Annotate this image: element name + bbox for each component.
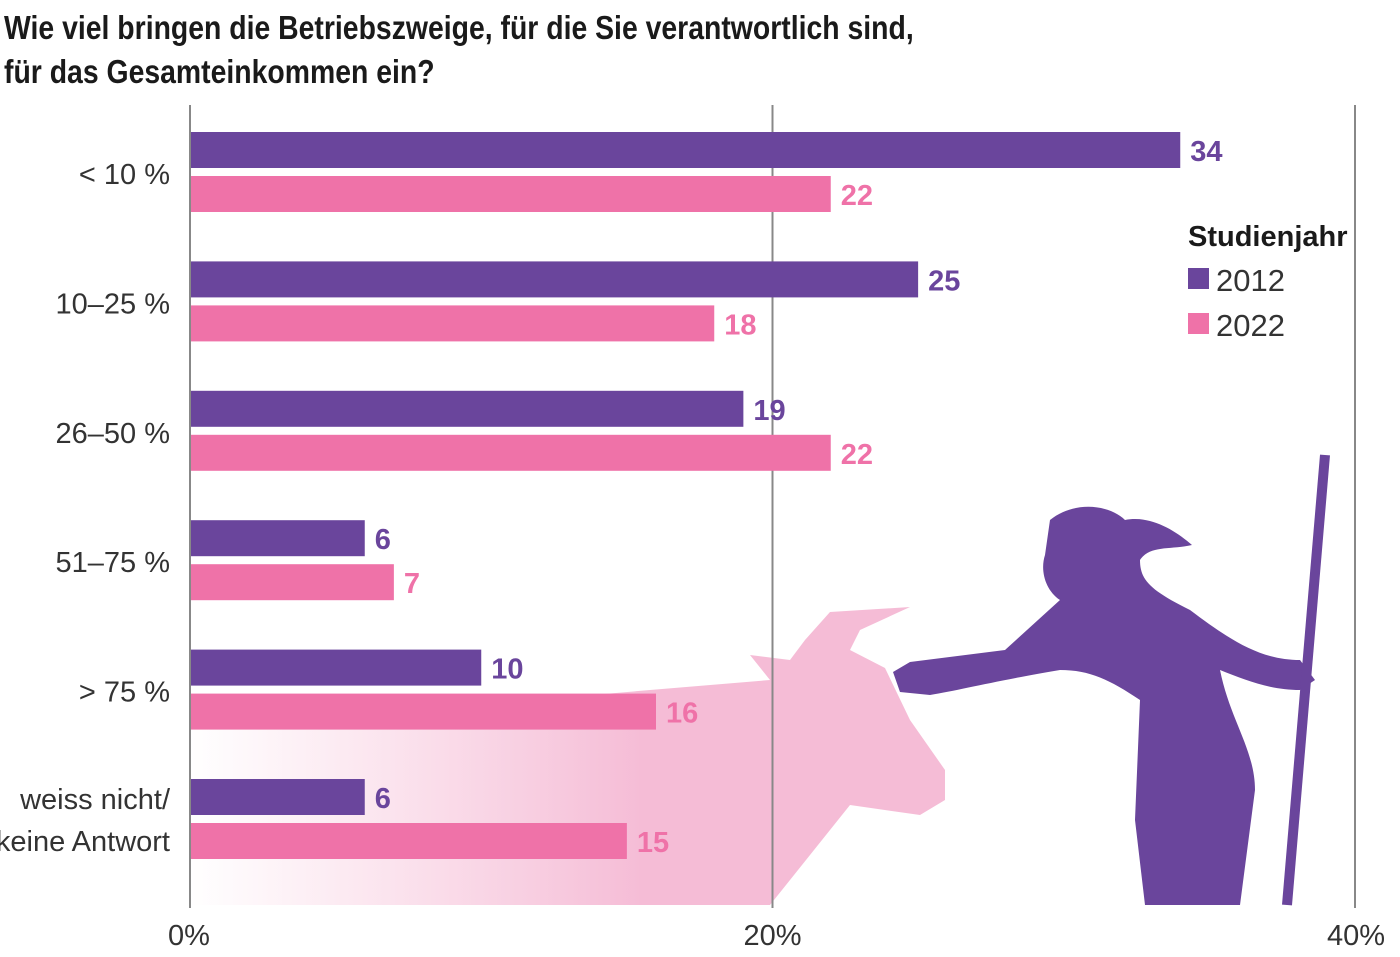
woman-silhouette (893, 506, 1315, 905)
data-label: 16 (666, 698, 698, 730)
category-label: 26–50 % (56, 418, 171, 450)
bar-2012 (191, 779, 365, 815)
data-label: 7 (404, 568, 420, 600)
category-label: 51–75 % (56, 547, 171, 579)
legend-label: 2012 (1216, 263, 1285, 298)
data-label: 22 (841, 180, 873, 212)
bar-2022 (191, 823, 627, 859)
data-label: 22 (841, 439, 873, 471)
legend-label: 2022 (1216, 308, 1285, 343)
category-label: 10–25 % (56, 288, 171, 320)
data-label: 34 (1190, 136, 1222, 168)
bar-2022 (191, 564, 394, 601)
data-label: 18 (724, 309, 756, 341)
data-label: 19 (753, 395, 785, 427)
chart-title: Wie viel bringen die Betriebszweige, für… (4, 6, 914, 94)
staff-icon (1282, 454, 1330, 906)
title-line-1: Wie viel bringen die Betriebszweige, für… (4, 9, 914, 46)
bar-2022 (191, 693, 656, 730)
bar-2022 (191, 176, 831, 212)
bar-2012 (191, 390, 744, 427)
bar-2022 (191, 305, 715, 342)
data-label: 6 (375, 524, 391, 556)
data-label: 6 (375, 783, 391, 815)
category-label: > 75 % (79, 677, 170, 709)
bar-2012 (191, 520, 365, 557)
data-label: 15 (637, 827, 669, 859)
legend: Studienjahr 2012 2022 (1188, 221, 1348, 343)
bar-2012 (191, 261, 919, 298)
data-label: 25 (928, 265, 960, 297)
bar-2012 (191, 132, 1181, 168)
category-label: keine Antwort (0, 826, 170, 858)
legend-swatch (1188, 268, 1209, 289)
legend-title: Studienjahr (1188, 221, 1348, 253)
data-label: 10 (491, 654, 523, 686)
category-label: weiss nicht/ (19, 784, 171, 816)
x-tick-label: 40% (1327, 920, 1385, 952)
x-tick-label: 0% (168, 920, 210, 952)
bar-2012 (191, 649, 482, 686)
category-label: < 10 % (79, 159, 170, 191)
x-tick-label: 20% (743, 920, 801, 952)
legend-swatch (1188, 313, 1209, 334)
bar-2022 (191, 434, 831, 471)
title-line-2: für das Gesamteinkommen ein? (4, 53, 435, 90)
